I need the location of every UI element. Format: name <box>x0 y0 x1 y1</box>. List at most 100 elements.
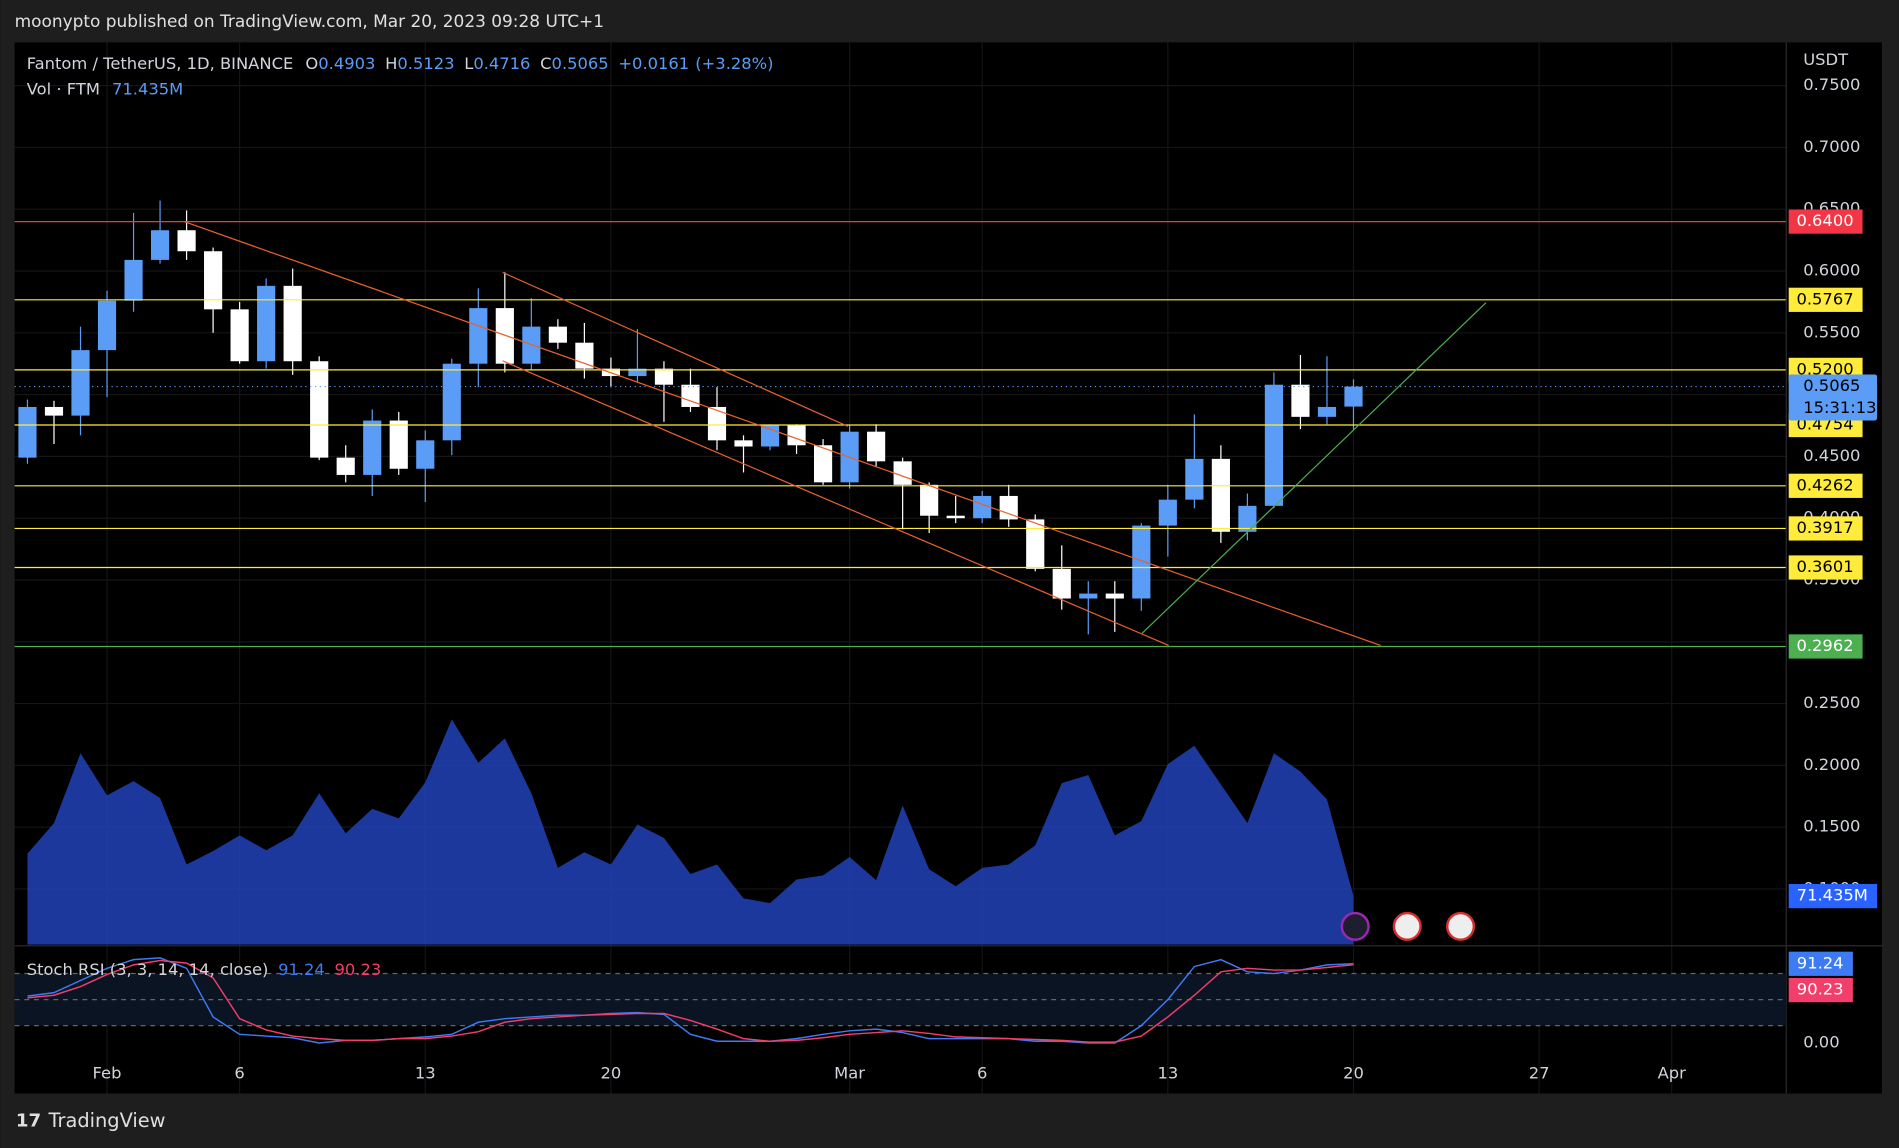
level-label: 0.2962 <box>1796 636 1853 655</box>
candle-body <box>310 361 329 458</box>
drawings <box>183 221 1487 647</box>
candle-body <box>283 285 302 362</box>
rsi-label-bg <box>1788 951 1853 976</box>
legend-item: C <box>540 54 551 73</box>
trend-line <box>502 271 849 427</box>
candle-body <box>1132 525 1151 599</box>
candle-body <box>177 230 196 252</box>
publish-title: moonypto published on TradingView.com, M… <box>15 11 604 31</box>
candle-body <box>1211 458 1230 532</box>
x-tick-label: 27 <box>1529 1064 1550 1083</box>
stoch-rsi-pane <box>14 957 1787 1044</box>
legend-item: +0.0161 <box>618 54 689 73</box>
rsi-line <box>27 959 1354 1043</box>
candle-body <box>71 350 90 416</box>
legend-item: 90.23 <box>335 959 382 978</box>
x-tick-label: Mar <box>834 1064 865 1083</box>
candle-body <box>363 420 382 475</box>
legend-item: Stoch RSI (3, 3, 14, 14, close) <box>27 959 269 978</box>
legend-item: 91.24 <box>278 959 325 978</box>
candle-body <box>973 495 992 519</box>
x-tick-label: 20 <box>1343 1064 1364 1083</box>
candle-body <box>893 461 912 485</box>
candle-body <box>681 384 700 407</box>
price-label-bg <box>1788 374 1878 421</box>
level-label: 0.3601 <box>1796 557 1853 576</box>
candle-body <box>18 406 37 458</box>
x-tick-label: Apr <box>1658 1064 1687 1083</box>
rsi-label-bg <box>1788 977 1853 1003</box>
y-tick-label: 0.7500 <box>1803 75 1860 94</box>
candle-body <box>999 495 1018 520</box>
volume-pane <box>27 719 1354 945</box>
candle-body <box>946 515 965 519</box>
level-label-bg <box>1788 516 1863 541</box>
level-label-bg <box>1788 473 1863 498</box>
candle-body <box>336 457 355 475</box>
x-tick-label: 6 <box>977 1064 987 1083</box>
candle-body <box>204 251 223 310</box>
candle-body <box>1026 519 1045 569</box>
legend-item: L <box>464 54 474 73</box>
candle-body <box>707 406 727 441</box>
level-label-bg <box>1788 209 1863 234</box>
level-label: 0.3917 <box>1796 518 1853 537</box>
candle-body <box>1052 568 1071 599</box>
legend: Fantom / TetherUS, 1D, BINANCE O0.4903 H0.… <box>27 54 774 979</box>
candle-body <box>44 406 64 416</box>
y-tick-label: 0.2500 <box>1803 693 1860 712</box>
countdown: 15:31:13 <box>1803 398 1876 417</box>
candle-body <box>575 342 594 369</box>
candle-body <box>1317 406 1337 417</box>
y-tick-label: 0.5500 <box>1803 322 1860 341</box>
icon[interactable] <box>1445 911 1476 941</box>
legend-item: (+3.28%) <box>695 54 773 73</box>
candle-body <box>1105 593 1124 599</box>
volume-label: 71.435M <box>1797 886 1868 905</box>
rsi-line <box>27 957 1354 1044</box>
candle-body <box>1344 386 1363 407</box>
trend-line <box>502 360 1169 647</box>
volume-area <box>27 719 1354 945</box>
candle-body <box>1079 593 1098 599</box>
legend-item: H <box>385 54 397 73</box>
candle-body <box>1264 384 1284 506</box>
legend-item: 71.435M <box>112 79 183 98</box>
rsi-tick-label: 0.00 <box>1803 1032 1839 1051</box>
legend-item: 0.4903 <box>318 54 375 73</box>
candle-body <box>257 285 276 362</box>
icon[interactable] <box>1392 911 1422 941</box>
candle-body <box>416 440 435 469</box>
symbol-legend: Fantom / TetherUS, 1D, BINANCE O0.4903 H0.… <box>27 54 774 73</box>
candle-body <box>734 440 753 447</box>
candle-body <box>813 445 833 483</box>
candle-body <box>230 309 249 362</box>
candle-body <box>389 420 408 469</box>
trend-line <box>1141 302 1487 634</box>
legend-item: Vol · FTM <box>27 79 100 98</box>
event-icons <box>1340 911 1476 941</box>
candle-body <box>1158 499 1177 526</box>
candle-body <box>654 368 674 385</box>
price-label: 0.5065 <box>1803 376 1860 395</box>
level-label: 0.5767 <box>1796 289 1853 308</box>
legend-item: Fantom / TetherUS, 1D, BINANCE <box>27 54 294 73</box>
level-label-bg <box>1788 287 1863 312</box>
y-tick-label: 0.6000 <box>1803 261 1860 280</box>
rsi-label: 91.24 <box>1797 953 1844 972</box>
candle-body <box>150 230 170 260</box>
price-pane <box>14 200 1787 648</box>
candle-body <box>495 308 514 364</box>
candle-body <box>920 484 939 516</box>
candle-body <box>787 425 806 446</box>
legend-item: 0.5123 <box>397 54 454 73</box>
y-tick-label: 0.1500 <box>1803 817 1860 836</box>
icon[interactable] <box>1340 911 1370 941</box>
candle-body <box>1238 505 1257 532</box>
brand-logo: 17 <box>16 1110 41 1131</box>
volume-label-bg <box>1788 883 1878 909</box>
price-axis: 0.75000.70000.65000.60000.55000.50000.45… <box>93 50 1878 1083</box>
candle-body <box>469 308 488 364</box>
x-tick-label: 13 <box>415 1064 436 1083</box>
